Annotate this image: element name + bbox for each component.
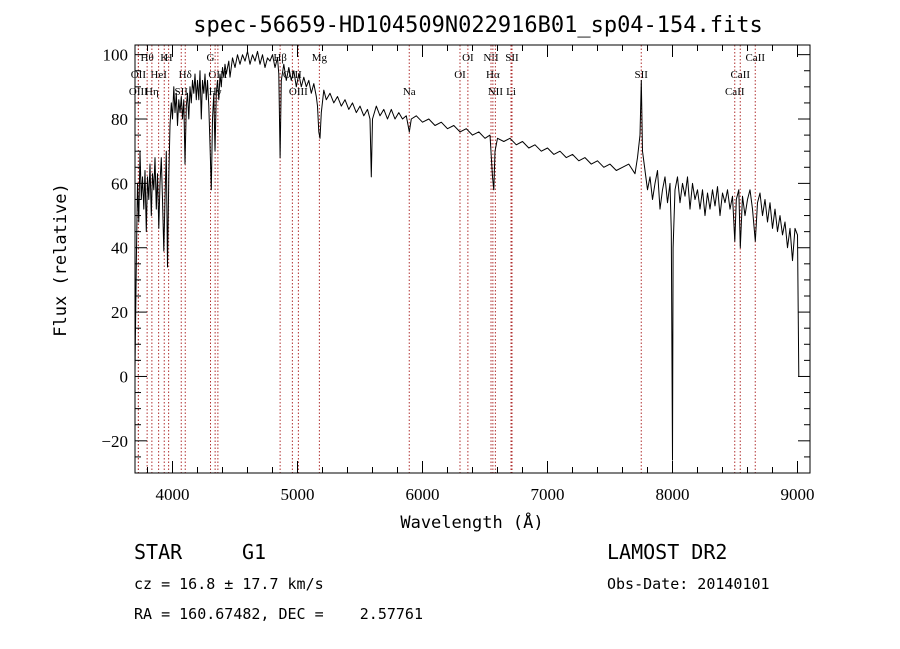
spectral-line-label: NII [483,52,499,64]
x-axis-label: Wavelength (Å) [400,511,543,533]
spectral-line-label: NII [488,86,504,98]
spectral-line-label: SII [505,52,519,64]
spectrum-line [134,50,800,461]
spectral-line-label: OIII [289,86,308,98]
spectral-line-label: CaII [730,69,750,81]
spectral-line-label: SII [175,86,189,98]
spectral-line-label: Hθ [141,52,154,64]
y-tick-label: 80 [111,110,128,129]
spectral-line-label: OI [454,69,466,81]
x-axis: 4000 5000 6000 7000 8000 9000 [147,45,815,504]
y-tick-label: 60 [111,174,128,193]
y-tick-label: −20 [101,432,128,451]
chart-title: spec-56659-HD104509N022916B01_sp04-154.f… [193,13,763,38]
spectral-line-label: K [160,52,168,64]
obs-date-text: Obs-Date: 20140101 [607,575,770,593]
spectral-line-markers: HθOIIOIIIKHHeIHηHδSIIGOIIIHγHβOIIIOIIIMg… [129,45,765,473]
object-subclass: G1 [242,540,266,564]
x-tick-label: 8000 [656,485,690,504]
y-tick-label: 40 [111,239,128,258]
spectral-line-label: Hβ [273,52,287,64]
radec-text: RA = 160.67482, DEC = 2.57761 [134,605,423,623]
redshift-text: cz = 16.8 ± 17.7 km/s [134,575,324,593]
spectral-line-label: G [207,52,215,64]
spectral-line-label: HeI [150,69,167,81]
spectral-line-label: CaII [745,52,765,64]
spectral-line-label: Hδ [179,69,192,81]
y-axis: −20 0 20 40 60 80 100 [101,46,810,458]
spectral-line-label: OI [462,52,474,64]
y-tick-label: 20 [111,303,128,322]
y-tick-label: 100 [103,46,129,65]
spectral-line-label: CaII [725,86,745,98]
spectral-line-label: Na [403,86,416,98]
object-type: STAR [134,540,183,564]
spectral-line-label: Hη [145,86,159,98]
spectral-line-label: Hα [486,69,500,81]
spectrum-series [134,50,800,461]
x-tick-label: 6000 [406,485,440,504]
x-tick-label: 4000 [156,485,190,504]
survey-name: LAMOST DR2 [607,540,727,564]
y-tick-label: 0 [120,367,129,386]
x-tick-label: 7000 [531,485,565,504]
x-tick-label: 5000 [281,485,315,504]
spectral-line-label: OIII [129,86,148,98]
spectral-line-label: Mg [312,52,328,64]
spectral-line-label: Li [506,86,516,98]
y-axis-label: Flux (relative) [51,183,71,337]
x-tick-label: 9000 [781,485,815,504]
spectral-line-label: SII [635,69,649,81]
spectral-line-label: H [165,52,173,64]
plot-frame [134,44,811,474]
